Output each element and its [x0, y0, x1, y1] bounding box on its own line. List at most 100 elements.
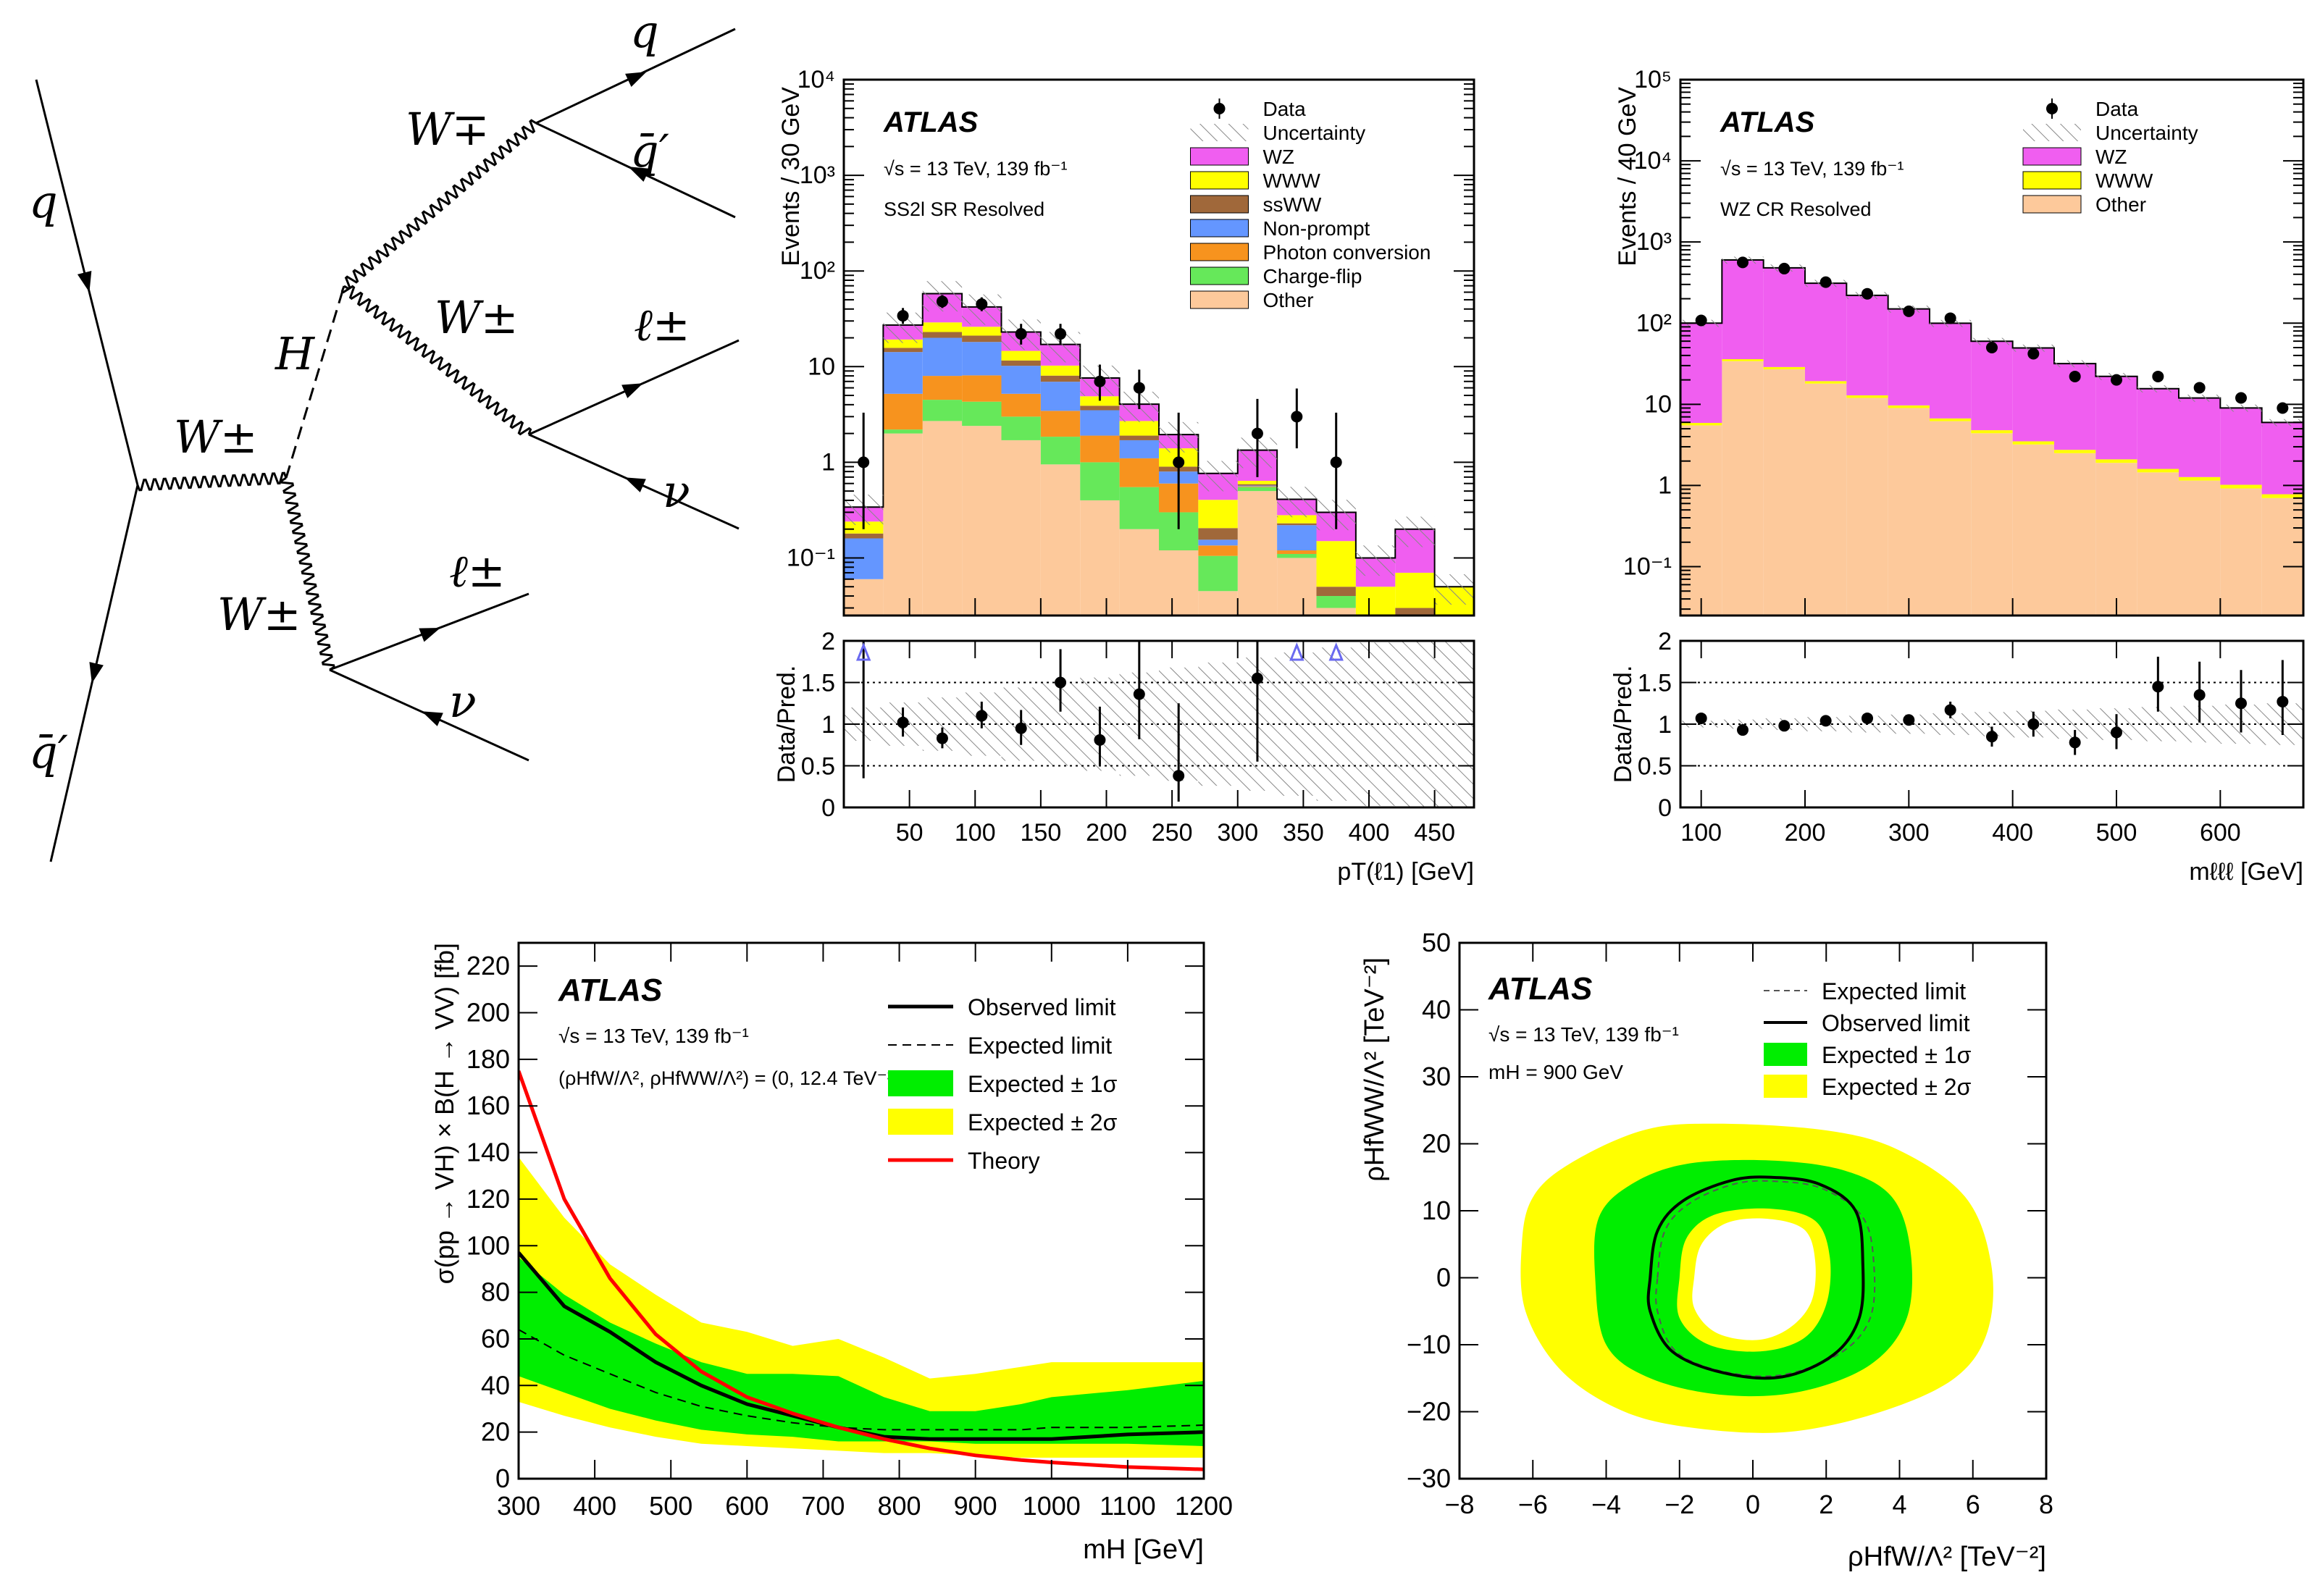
neutrino-arrow-1 [624, 477, 646, 492]
w-boson-upper-hadronic [343, 119, 537, 290]
atlas-label: ATLAS [883, 106, 979, 138]
ratio-point [1862, 712, 1873, 724]
y-tick-label: −30 [1407, 1463, 1451, 1493]
data-point [1330, 456, 1342, 469]
label-qbar-in: q̄′ [29, 726, 68, 778]
x-tick-label: 500 [649, 1491, 692, 1521]
region-label: SS2l SR Resolved [884, 198, 1044, 220]
ratio-point [2111, 726, 2122, 739]
stack-bar-charge-flip [883, 429, 923, 434]
stack-bar-other [1080, 500, 1120, 616]
y-tick-label: 0 [495, 1463, 510, 1493]
x-tick-label: −8 [1444, 1490, 1474, 1519]
legend-label: Photon conversion [1263, 241, 1431, 264]
y-tick-label: 1 [821, 448, 835, 476]
stack-bar-wz [2137, 388, 2179, 469]
ratio-point [2069, 736, 2081, 749]
stack-bar-www [1930, 418, 1972, 421]
stack-bar-wz [2095, 376, 2137, 460]
stack-bar-wz [1971, 341, 2013, 431]
stack-bar-other [1159, 550, 1199, 616]
stack-bar-www [1001, 350, 1041, 361]
data-point [1695, 314, 1707, 327]
stack-bar-ssww [883, 348, 923, 353]
stack-bar-other [1277, 558, 1317, 616]
legend-swatch-uncertainty [2023, 124, 2081, 141]
x-tick-label: 200 [1086, 819, 1127, 847]
stack-bar-other [1040, 464, 1081, 616]
stack-bar-other [1680, 425, 1722, 616]
y-tick-label: 160 [466, 1091, 510, 1120]
x-tick-label: 400 [573, 1491, 616, 1521]
x-axis-label: mH [GeV] [1083, 1534, 1204, 1565]
stack-bar-www [1846, 395, 1888, 398]
stack-bar-wz [1930, 323, 1972, 419]
x-tick-label: 200 [1785, 819, 1826, 847]
x-axis-label: pT(ℓ1) [GeV] [1337, 858, 1474, 886]
stack-bar-www [1316, 541, 1356, 587]
stack-bar-ssww [922, 332, 963, 338]
stack-bar-www [2095, 459, 2137, 463]
x-tick-label: −4 [1591, 1490, 1621, 1519]
stack-bar-www [1888, 405, 1930, 408]
energy-lumi-label: √s = 13 TeV, 139 fb⁻¹ [884, 158, 1068, 180]
ratio-y-axis-label: Data/Pred. [1609, 665, 1637, 784]
x-tick-label: −2 [1664, 1490, 1694, 1519]
stack-bar-charge-flip [922, 400, 963, 421]
data-point [1173, 456, 1185, 469]
label-qbar-out: q̄′ [630, 125, 669, 177]
antiquark-arrow-out [628, 167, 650, 182]
stack-bar-www [1040, 365, 1081, 376]
stack-bar-other [2220, 488, 2262, 616]
data-point [976, 298, 988, 310]
energy-lumi-label: √s = 13 TeV, 139 fb⁻¹ [1720, 158, 1904, 180]
label-lepton-1: ℓ± [634, 298, 690, 351]
x-tick-label: 1100 [1100, 1491, 1155, 1521]
stack-bar-photon-conversion [1198, 545, 1238, 556]
stack-bar-www [2261, 494, 2303, 498]
neutrino-arrow-2 [422, 711, 443, 726]
stack-bar-other [2179, 480, 2221, 616]
x-tick-label: 400 [1349, 819, 1390, 847]
y-tick-label: 10⁵ [1634, 66, 1672, 93]
stack-bar-wz [1846, 295, 1888, 395]
ratio-y-tick-label: 0 [821, 794, 835, 822]
label-w-schannel: W± [174, 411, 258, 463]
uncertainty-band [1277, 487, 1317, 518]
legend-label: Expected ± 2σ [1822, 1074, 1972, 1100]
legend-label: Expected limit [1822, 978, 1966, 1004]
stack-bar-www [883, 339, 923, 348]
label-w-lower: W± [217, 588, 301, 641]
ratio-point [1737, 724, 1749, 736]
ratio-group [844, 641, 1474, 807]
ratio-y-tick-label: 1 [1658, 711, 1672, 739]
stack-bar-other [922, 421, 963, 616]
ratio-point [1778, 720, 1791, 732]
ratio-point [1173, 770, 1185, 782]
lepton-arrow-2 [419, 627, 441, 642]
stack-bar-www [962, 327, 1002, 336]
plot-frame [517, 941, 1205, 1480]
label-higgs: H [275, 327, 316, 380]
legend-label: WWW [1263, 169, 1321, 192]
stack-bar-ssww [1198, 528, 1238, 540]
stack-bar-photon-conversion [1277, 550, 1317, 555]
antiquark-arrow-in [89, 662, 104, 684]
y-axis-label: Events / 40 GeV [1614, 87, 1641, 266]
stack-bar-www [1198, 500, 1238, 529]
stack-bar-other [1237, 491, 1278, 616]
x-tick-label: −6 [1518, 1490, 1548, 1519]
stack-bar-other [962, 426, 1002, 616]
label-w-pm: W± [435, 291, 519, 344]
stack-bar-wz [1763, 267, 1805, 367]
ratio-y-tick-label: 2 [1658, 628, 1672, 655]
ratio-point [897, 716, 909, 728]
x-tick-label: 4 [1892, 1490, 1906, 1519]
x-tick-label: 300 [497, 1491, 540, 1521]
label-q-in: q [29, 175, 58, 228]
energy-lumi-label: √s = 13 TeV, 139 fb⁻¹ [1488, 1023, 1679, 1046]
ratio-point [1055, 676, 1067, 689]
stack-bar-charge-flip [1316, 596, 1356, 608]
data-point [2277, 402, 2289, 414]
y-tick-label: 20 [1422, 1129, 1451, 1159]
